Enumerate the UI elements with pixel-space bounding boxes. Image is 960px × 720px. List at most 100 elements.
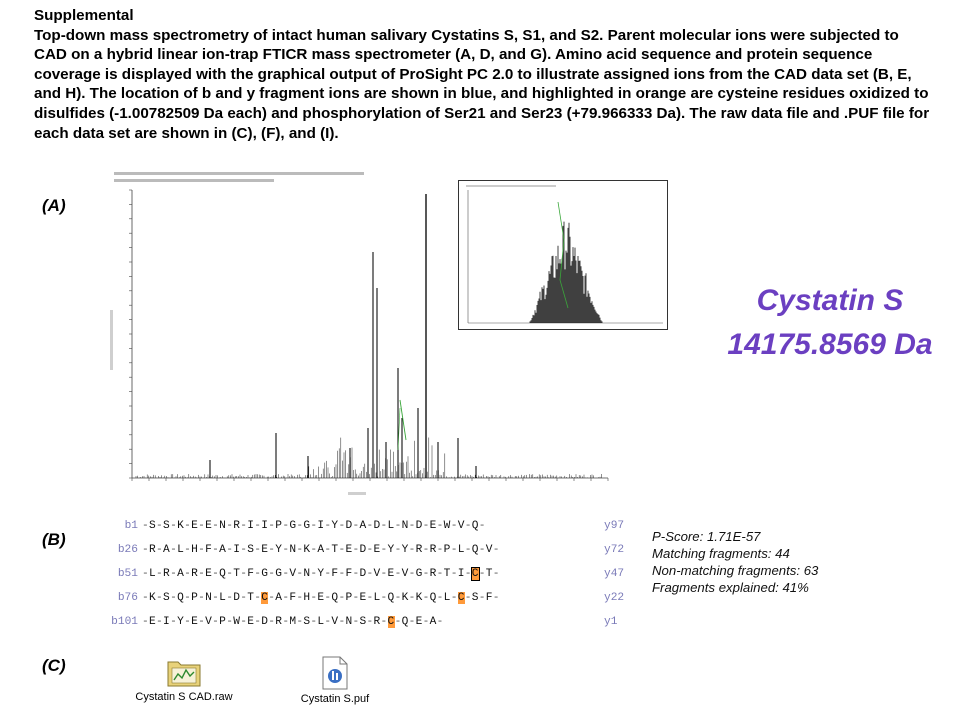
residue: L <box>317 616 325 628</box>
residue: N <box>345 616 353 628</box>
residue: R <box>373 616 381 628</box>
residue: Y <box>387 544 395 556</box>
residue: K <box>149 592 157 604</box>
residue: K <box>177 520 185 532</box>
puf-file[interactable]: Cystatin S.puf <box>280 656 390 705</box>
residue: K <box>415 592 423 604</box>
residue: S <box>359 616 367 628</box>
spectrum-peaks <box>135 194 606 478</box>
panel-label-b: (B) <box>42 530 66 549</box>
residue: V <box>401 568 409 580</box>
residue: C <box>457 592 465 604</box>
residue: W <box>443 520 451 532</box>
residue: C <box>470 567 480 581</box>
residue: E <box>317 592 325 604</box>
fragment-stats: P-Score: 1.71E-57 Matching fragments: 44… <box>652 528 818 596</box>
matching-fragments: Matching fragments: 44 <box>652 546 790 561</box>
residue: F <box>205 544 213 556</box>
puf-file-label: Cystatin S.puf <box>300 693 370 705</box>
residue: S <box>471 592 479 604</box>
residue: D <box>359 568 367 580</box>
residue: V <box>457 520 465 532</box>
residue: T <box>247 592 255 604</box>
residue: Q <box>401 616 409 628</box>
residue: L <box>373 592 381 604</box>
residue: C <box>261 592 269 604</box>
residue: Y <box>331 520 339 532</box>
residue: Q <box>177 592 185 604</box>
mass-spectrum <box>110 172 609 495</box>
residue: E <box>261 544 269 556</box>
residue: L <box>443 592 451 604</box>
residue: G <box>289 520 297 532</box>
residue: A <box>177 568 185 580</box>
residue: V <box>331 616 339 628</box>
residue: Y <box>177 616 185 628</box>
residue: S <box>149 520 157 532</box>
residue: T <box>485 568 493 580</box>
residue: E <box>387 568 395 580</box>
residue: N <box>303 568 311 580</box>
residue: E <box>345 544 353 556</box>
raw-file[interactable]: Cystatin S CAD.raw <box>124 656 244 703</box>
residue: V <box>205 616 213 628</box>
residue: A <box>317 544 325 556</box>
caption-body: Top-down mass spectrometry of intact hum… <box>34 26 930 142</box>
residue: D <box>345 520 353 532</box>
residue: D <box>415 520 423 532</box>
residue: D <box>373 520 381 532</box>
p-score: P-Score: 1.71E-57 <box>652 529 761 544</box>
caption-heading: Supplemental <box>34 7 134 24</box>
residue: W <box>233 616 241 628</box>
residue: Q <box>471 544 479 556</box>
residue: V <box>289 568 297 580</box>
panel-label-a: (A) <box>42 196 66 215</box>
residue: F <box>345 568 353 580</box>
residue: R <box>163 568 171 580</box>
residue: I <box>457 568 465 580</box>
residue: G <box>303 520 311 532</box>
protein-mass: 14175.8569 Da <box>727 328 933 361</box>
residue: D <box>359 544 367 556</box>
x-axis-ticks <box>131 478 609 481</box>
residue: P <box>443 544 451 556</box>
non-matching-fragments: Non-matching fragments: 63 <box>652 563 819 578</box>
residue: S <box>247 544 255 556</box>
residue: I <box>247 520 255 532</box>
residue: T <box>233 568 241 580</box>
residue: E <box>191 520 199 532</box>
residue: T <box>443 568 451 580</box>
residue: N <box>205 592 213 604</box>
figure-caption: Supplemental Top-down mass spectrometry … <box>34 6 934 143</box>
residue: Q <box>331 592 339 604</box>
y-axis-ticks <box>129 189 132 479</box>
residue: H <box>191 544 199 556</box>
residue: E <box>429 520 437 532</box>
residue: I <box>261 520 269 532</box>
residue: A <box>275 592 283 604</box>
residue: M <box>289 616 297 628</box>
residue: P <box>275 520 283 532</box>
residue: F <box>289 592 297 604</box>
protein-name: Cystatin S <box>756 284 904 317</box>
residue: C <box>387 616 395 628</box>
residue: N <box>401 520 409 532</box>
residue: A <box>429 616 437 628</box>
residue: L <box>149 568 157 580</box>
residue: P <box>345 592 353 604</box>
residue: E <box>191 616 199 628</box>
residue: R <box>149 544 157 556</box>
residue: N <box>219 520 227 532</box>
residue: P <box>219 616 227 628</box>
residue: G <box>261 568 269 580</box>
residue: Q <box>429 592 437 604</box>
residue: G <box>415 568 423 580</box>
folder-chart-icon <box>167 661 201 687</box>
residue: R <box>429 544 437 556</box>
inset-spectrum <box>458 180 668 330</box>
inset-peaks <box>529 221 603 323</box>
residue: R <box>233 520 241 532</box>
residue: H <box>303 592 311 604</box>
residue: I <box>317 520 325 532</box>
residue: Q <box>219 568 227 580</box>
